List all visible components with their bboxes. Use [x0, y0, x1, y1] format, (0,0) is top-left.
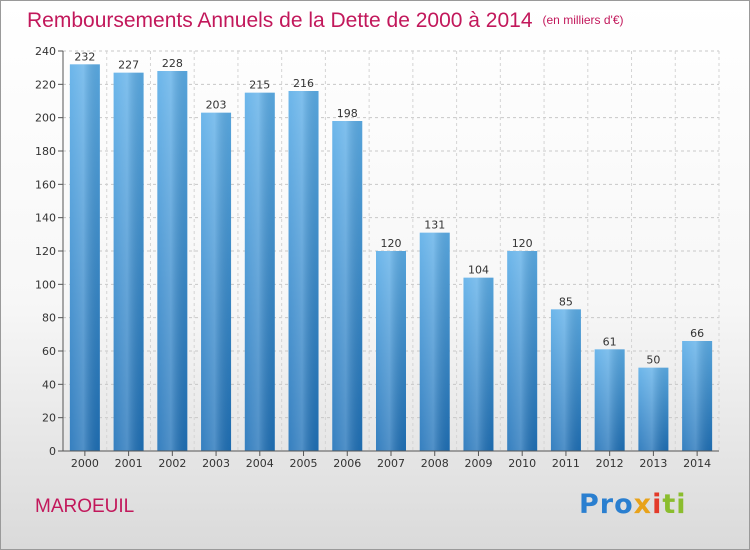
ytick-label-3: 60 [42, 345, 56, 358]
xtick-label-2002: 2002 [158, 457, 186, 470]
chart-title: Remboursements Annuels de la Dette de 20… [27, 9, 624, 33]
bar-shine-2010 [507, 251, 538, 451]
data-label-2003: 203 [206, 99, 227, 112]
xtick-label-2001: 2001 [115, 457, 143, 470]
xtick-label-2009: 2009 [464, 457, 492, 470]
ytick-label-8: 160 [35, 178, 56, 191]
bar-shine-2004 [244, 92, 275, 452]
data-label-2002: 228 [162, 57, 183, 70]
data-label-2011: 85 [559, 295, 573, 308]
ytick-label-0: 0 [49, 445, 56, 458]
bar-shine-2011 [550, 309, 581, 451]
ytick-label-10: 200 [35, 112, 56, 125]
bar-shine-2002 [157, 71, 188, 451]
bar-layer: 232 227 228 203 215 216 198 120 131 104 120 85 61 50 6… [69, 50, 713, 452]
xtick-label-2010: 2010 [508, 457, 536, 470]
xtick-label-2012: 2012 [596, 457, 624, 470]
xtick-label-2014: 2014 [683, 457, 711, 470]
proxiti-logo: Proxiti [579, 489, 687, 520]
xtick-label-2004: 2004 [246, 457, 274, 470]
bar-shine-2007 [376, 251, 406, 451]
data-label-2005: 216 [293, 77, 314, 90]
xtick-label-2007: 2007 [377, 457, 405, 470]
xtick-label-2005: 2005 [290, 457, 318, 470]
bar-shine-2014 [682, 341, 713, 451]
xtick-label-2006: 2006 [333, 457, 361, 470]
ytick-label-4: 80 [42, 312, 56, 325]
bar-shine-2006 [332, 121, 363, 451]
ytick-label-2: 40 [42, 378, 56, 391]
ytick-label-12: 240 [35, 45, 56, 58]
bar-shine-2012 [594, 349, 625, 451]
ytick-label-11: 220 [35, 78, 56, 91]
xtick-label-2008: 2008 [421, 457, 449, 470]
data-label-2001: 227 [118, 59, 139, 72]
location-name: MAROEUIL [35, 496, 135, 517]
ytick-label-7: 140 [35, 212, 56, 225]
bar-shine-2013 [638, 367, 669, 451]
ytick-label-5: 100 [35, 278, 56, 291]
logo-part-3: i [652, 489, 663, 520]
xtick-label-2000: 2000 [71, 457, 99, 470]
data-label-2010: 120 [512, 237, 533, 250]
ytick-label-6: 120 [35, 245, 56, 258]
data-label-2004: 215 [249, 79, 270, 92]
xtick-label-2011: 2011 [552, 457, 580, 470]
bar-shine-2009 [463, 277, 494, 451]
data-label-2014: 66 [690, 327, 704, 340]
ytick-label-9: 180 [35, 145, 56, 158]
logo-part-4: ti [662, 489, 687, 520]
bar-shine-2001 [113, 72, 144, 452]
logo-part-2: x [633, 489, 653, 520]
data-label-2009: 104 [468, 264, 489, 277]
logo-part-1: Pro [579, 489, 634, 520]
data-label-2000: 232 [74, 50, 95, 63]
data-label-2006: 198 [337, 107, 358, 120]
data-label-2013: 50 [646, 354, 660, 367]
bar-shine-2005 [288, 91, 319, 451]
bar-shine-2008 [419, 232, 450, 451]
chart-title-text: Remboursements Annuels de la Dette de 20… [27, 9, 533, 32]
bar-shine-2003 [201, 112, 232, 452]
data-label-2012: 61 [603, 335, 617, 348]
chart-subtitle: (en milliers d'€) [542, 13, 624, 27]
xtick-label-2003: 2003 [202, 457, 230, 470]
bar-shine-2000 [69, 64, 100, 452]
data-label-2008: 131 [424, 219, 445, 232]
xtick-label-2013: 2013 [639, 457, 667, 470]
data-label-2007: 120 [381, 237, 402, 250]
ytick-label-1: 20 [42, 412, 56, 425]
axis-layer: 0 20 40 60 80 100 120 140 160 180 200 220 240 2000 200… [35, 45, 719, 470]
